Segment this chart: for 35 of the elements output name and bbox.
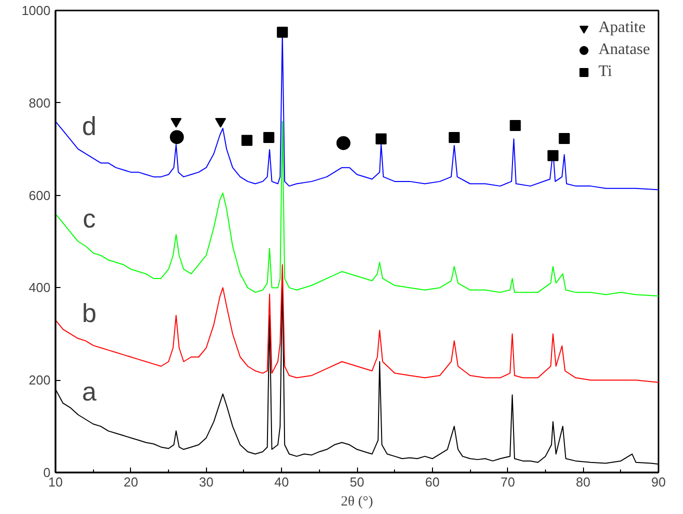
y-tick-label: 200 xyxy=(28,372,51,388)
x-tick-label: 90 xyxy=(651,474,666,490)
series-label: c xyxy=(82,203,96,234)
legend-label: Anatase xyxy=(598,41,650,59)
point xyxy=(170,118,182,128)
series-label: d xyxy=(82,111,97,141)
series-label: b xyxy=(82,298,97,328)
point xyxy=(448,132,460,144)
y-tick-label: 800 xyxy=(28,95,51,110)
point xyxy=(376,133,387,144)
point xyxy=(547,150,558,162)
x-tick-label: 40 xyxy=(274,474,289,490)
point xyxy=(276,26,288,38)
point xyxy=(510,120,521,132)
legend-label: Apatite xyxy=(598,19,646,37)
point xyxy=(336,136,350,150)
x-tick-label: 80 xyxy=(576,474,590,490)
series-label: a xyxy=(82,376,98,407)
y-tick-label: 600 xyxy=(28,188,51,203)
x-tick-label: 60 xyxy=(425,474,440,490)
x-tick-label: 50 xyxy=(350,474,364,490)
x-tick-label: 20 xyxy=(124,474,138,490)
point xyxy=(263,132,274,144)
point xyxy=(558,132,570,144)
point xyxy=(215,118,226,128)
y-tick-label: 0 xyxy=(43,465,51,480)
x-tick-label: 70 xyxy=(500,474,515,490)
point xyxy=(241,134,252,146)
line-series xyxy=(56,264,658,383)
legend-label: Ti xyxy=(598,63,614,81)
y-tick-label: 1000 xyxy=(22,3,50,18)
x-tick-label: 30 xyxy=(199,474,214,490)
y-tick-label: 400 xyxy=(28,280,51,296)
x-axis-title: 2θ (°) xyxy=(340,494,374,510)
point xyxy=(170,130,184,144)
